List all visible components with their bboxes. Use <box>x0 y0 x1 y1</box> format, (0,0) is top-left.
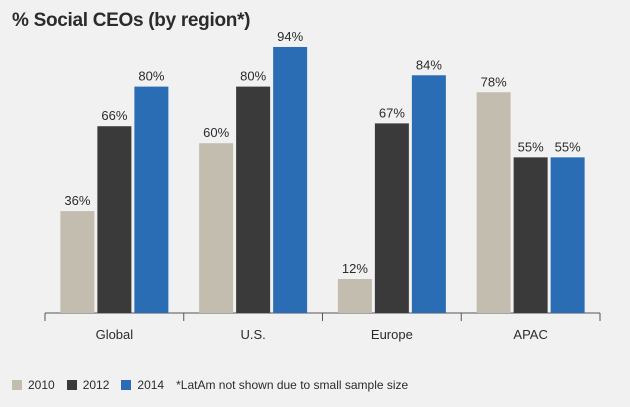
category-label: APAC <box>513 327 547 342</box>
bar-us-2014 <box>273 46 308 313</box>
legend-swatch-2012 <box>66 380 77 390</box>
data-label: 84% <box>416 57 442 72</box>
data-label: 60% <box>203 125 229 140</box>
data-label: 36% <box>64 193 90 208</box>
bar-europe-2012 <box>374 123 409 313</box>
bar-europe-2014 <box>411 75 446 313</box>
data-label: 55% <box>518 139 544 154</box>
legend-item-2012: 2012 <box>66 378 110 392</box>
bar-global-2012 <box>97 126 132 313</box>
bar-apac-2012 <box>513 157 548 313</box>
legend-label-2014: 2014 <box>137 378 165 392</box>
data-label: 80% <box>240 69 266 84</box>
legend-item-2010: 2010 <box>12 378 55 392</box>
data-label: 55% <box>555 139 581 154</box>
bar-us-2010 <box>199 143 234 313</box>
legend-label-2012: 2012 <box>82 378 110 392</box>
data-label: 78% <box>481 74 507 89</box>
data-label: 12% <box>342 261 368 276</box>
data-label: 94% <box>277 29 303 44</box>
legend-swatch-2010 <box>12 380 22 390</box>
data-label: 80% <box>138 69 164 84</box>
bar-global-2010 <box>60 211 95 313</box>
data-label: 67% <box>379 105 405 120</box>
category-label: U.S. <box>240 327 265 342</box>
bar-us-2012 <box>236 86 271 313</box>
category-label: Europe <box>371 327 413 342</box>
bar-global-2014 <box>134 86 169 313</box>
data-label: 66% <box>101 108 127 123</box>
bar-apac-2010 <box>476 92 511 313</box>
legend: 2010 2012 2014 *LatAm not shown due to s… <box>12 378 408 392</box>
legend-swatch-2014 <box>121 380 132 390</box>
bar-europe-2010 <box>337 279 372 313</box>
legend-item-2014: 2014 <box>121 378 164 392</box>
legend-label-2010: 2010 <box>28 378 55 392</box>
footnote: *LatAm not shown due to small sample siz… <box>176 378 409 392</box>
bar-apac-2014 <box>550 157 585 313</box>
category-label: Global <box>96 327 134 342</box>
chart-title: % Social CEOs (by region*) <box>12 10 251 31</box>
